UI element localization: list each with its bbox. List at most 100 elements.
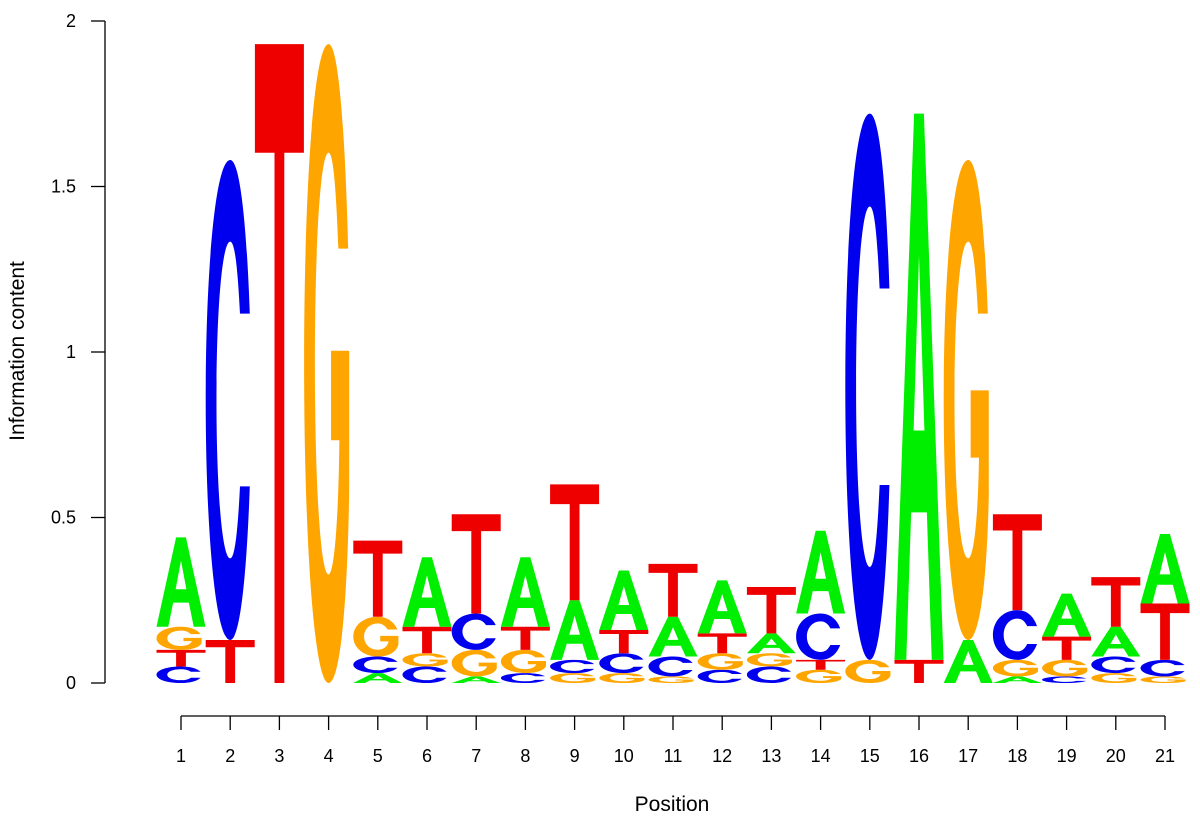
letter-G bbox=[402, 653, 448, 667]
letter-C bbox=[205, 160, 250, 640]
letter-T bbox=[500, 626, 550, 650]
x-tick-label: 8 bbox=[520, 746, 530, 766]
position-stack bbox=[402, 557, 452, 683]
letter-C bbox=[1042, 676, 1087, 683]
letter-T bbox=[1091, 577, 1141, 627]
x-tick-label: 6 bbox=[422, 746, 432, 766]
position-stack bbox=[451, 514, 501, 683]
position-stack bbox=[353, 540, 403, 683]
letter-C bbox=[992, 610, 1037, 660]
position-stack bbox=[500, 557, 550, 683]
letter-A bbox=[156, 537, 206, 627]
y-tick-label: 0.5 bbox=[51, 508, 76, 528]
letter-G bbox=[697, 653, 743, 670]
x-axis-title: Position bbox=[635, 793, 710, 816]
x-tick-label: 19 bbox=[1057, 746, 1077, 766]
x-tick-label: 3 bbox=[274, 746, 284, 766]
letter-T bbox=[205, 639, 255, 683]
letter-G bbox=[1091, 673, 1137, 683]
letter-A bbox=[1042, 593, 1092, 637]
x-tick-label: 20 bbox=[1106, 746, 1126, 766]
letter-A bbox=[648, 616, 698, 657]
letter-C bbox=[353, 656, 398, 674]
letter-C bbox=[451, 613, 496, 650]
x-tick-label: 1 bbox=[176, 746, 186, 766]
letter-G bbox=[451, 649, 497, 677]
position-stack bbox=[943, 160, 993, 683]
letter-A bbox=[1091, 626, 1141, 657]
position-stack bbox=[254, 44, 304, 684]
x-tick-label: 2 bbox=[225, 746, 235, 766]
letter-C bbox=[845, 113, 890, 660]
letter-G bbox=[550, 673, 596, 683]
position-stack bbox=[796, 530, 846, 683]
position-stack bbox=[1091, 577, 1141, 683]
letter-A bbox=[353, 673, 403, 683]
position-stack bbox=[992, 514, 1042, 683]
letter-C bbox=[402, 666, 447, 683]
position-stack bbox=[550, 484, 600, 683]
letter-A bbox=[500, 557, 550, 627]
letter-T bbox=[894, 659, 944, 683]
position-stack bbox=[1042, 593, 1092, 683]
letter-T bbox=[254, 44, 304, 684]
y-tick-label: 2 bbox=[66, 11, 76, 31]
letter-T bbox=[599, 630, 649, 654]
letter-C bbox=[500, 673, 545, 683]
letter-T bbox=[992, 514, 1042, 611]
letter-A bbox=[943, 639, 993, 683]
x-tick-label: 4 bbox=[324, 746, 334, 766]
letter-T bbox=[697, 633, 747, 654]
letter-C bbox=[550, 659, 595, 674]
letter-A bbox=[1140, 534, 1190, 604]
letter-A bbox=[451, 676, 501, 683]
y-tick-label: 0 bbox=[66, 673, 76, 693]
x-tick-label: 18 bbox=[1007, 746, 1027, 766]
letter-A bbox=[894, 113, 944, 660]
letter-G bbox=[1042, 659, 1088, 677]
position-stack bbox=[894, 113, 944, 683]
y-tick-label: 1.5 bbox=[51, 177, 76, 197]
position-stack bbox=[205, 160, 255, 683]
letter-T bbox=[353, 540, 403, 617]
letter-T bbox=[156, 649, 206, 667]
x-tick-label: 21 bbox=[1155, 746, 1175, 766]
letter-C bbox=[1091, 656, 1136, 674]
letter-A bbox=[550, 600, 600, 660]
x-tick-label: 16 bbox=[909, 746, 929, 766]
letter-A bbox=[796, 530, 846, 614]
letter-G bbox=[992, 659, 1038, 677]
letter-G bbox=[156, 626, 202, 650]
letter-T bbox=[402, 626, 452, 654]
letter-T bbox=[796, 659, 846, 670]
letter-A bbox=[992, 676, 1042, 683]
letter-G bbox=[500, 649, 546, 674]
letter-T bbox=[451, 514, 501, 614]
x-tick-label: 12 bbox=[712, 746, 732, 766]
x-tick-label: 14 bbox=[811, 746, 831, 766]
position-stack bbox=[845, 113, 891, 683]
letter-T bbox=[648, 563, 698, 617]
x-axis: 1 2 3 4 5 6 7 8 9 10 11 12 13 14 15 16 17 18 19 20 21 bbox=[176, 715, 1175, 766]
letter-A bbox=[402, 557, 452, 627]
position-stack bbox=[1140, 534, 1190, 683]
letter-A bbox=[746, 633, 796, 654]
letter-T bbox=[550, 484, 600, 601]
letter-T bbox=[1042, 636, 1092, 660]
letter-C bbox=[599, 653, 644, 674]
y-axis: 0 0.5 1 1.5 2 bbox=[51, 11, 106, 693]
y-tick-label: 1 bbox=[66, 342, 76, 362]
x-tick-label: 17 bbox=[958, 746, 978, 766]
letter-G bbox=[1140, 676, 1186, 683]
x-tick-label: 11 bbox=[664, 746, 683, 766]
letter-A bbox=[599, 570, 649, 631]
x-tick-label: 9 bbox=[570, 746, 580, 766]
letter-G bbox=[845, 659, 891, 683]
position-stack bbox=[648, 563, 698, 683]
x-tick-label: 10 bbox=[614, 746, 634, 766]
letter-C bbox=[1140, 659, 1185, 677]
letter-G bbox=[304, 44, 350, 684]
letter-A bbox=[697, 580, 747, 634]
x-tick-label: 13 bbox=[761, 746, 781, 766]
